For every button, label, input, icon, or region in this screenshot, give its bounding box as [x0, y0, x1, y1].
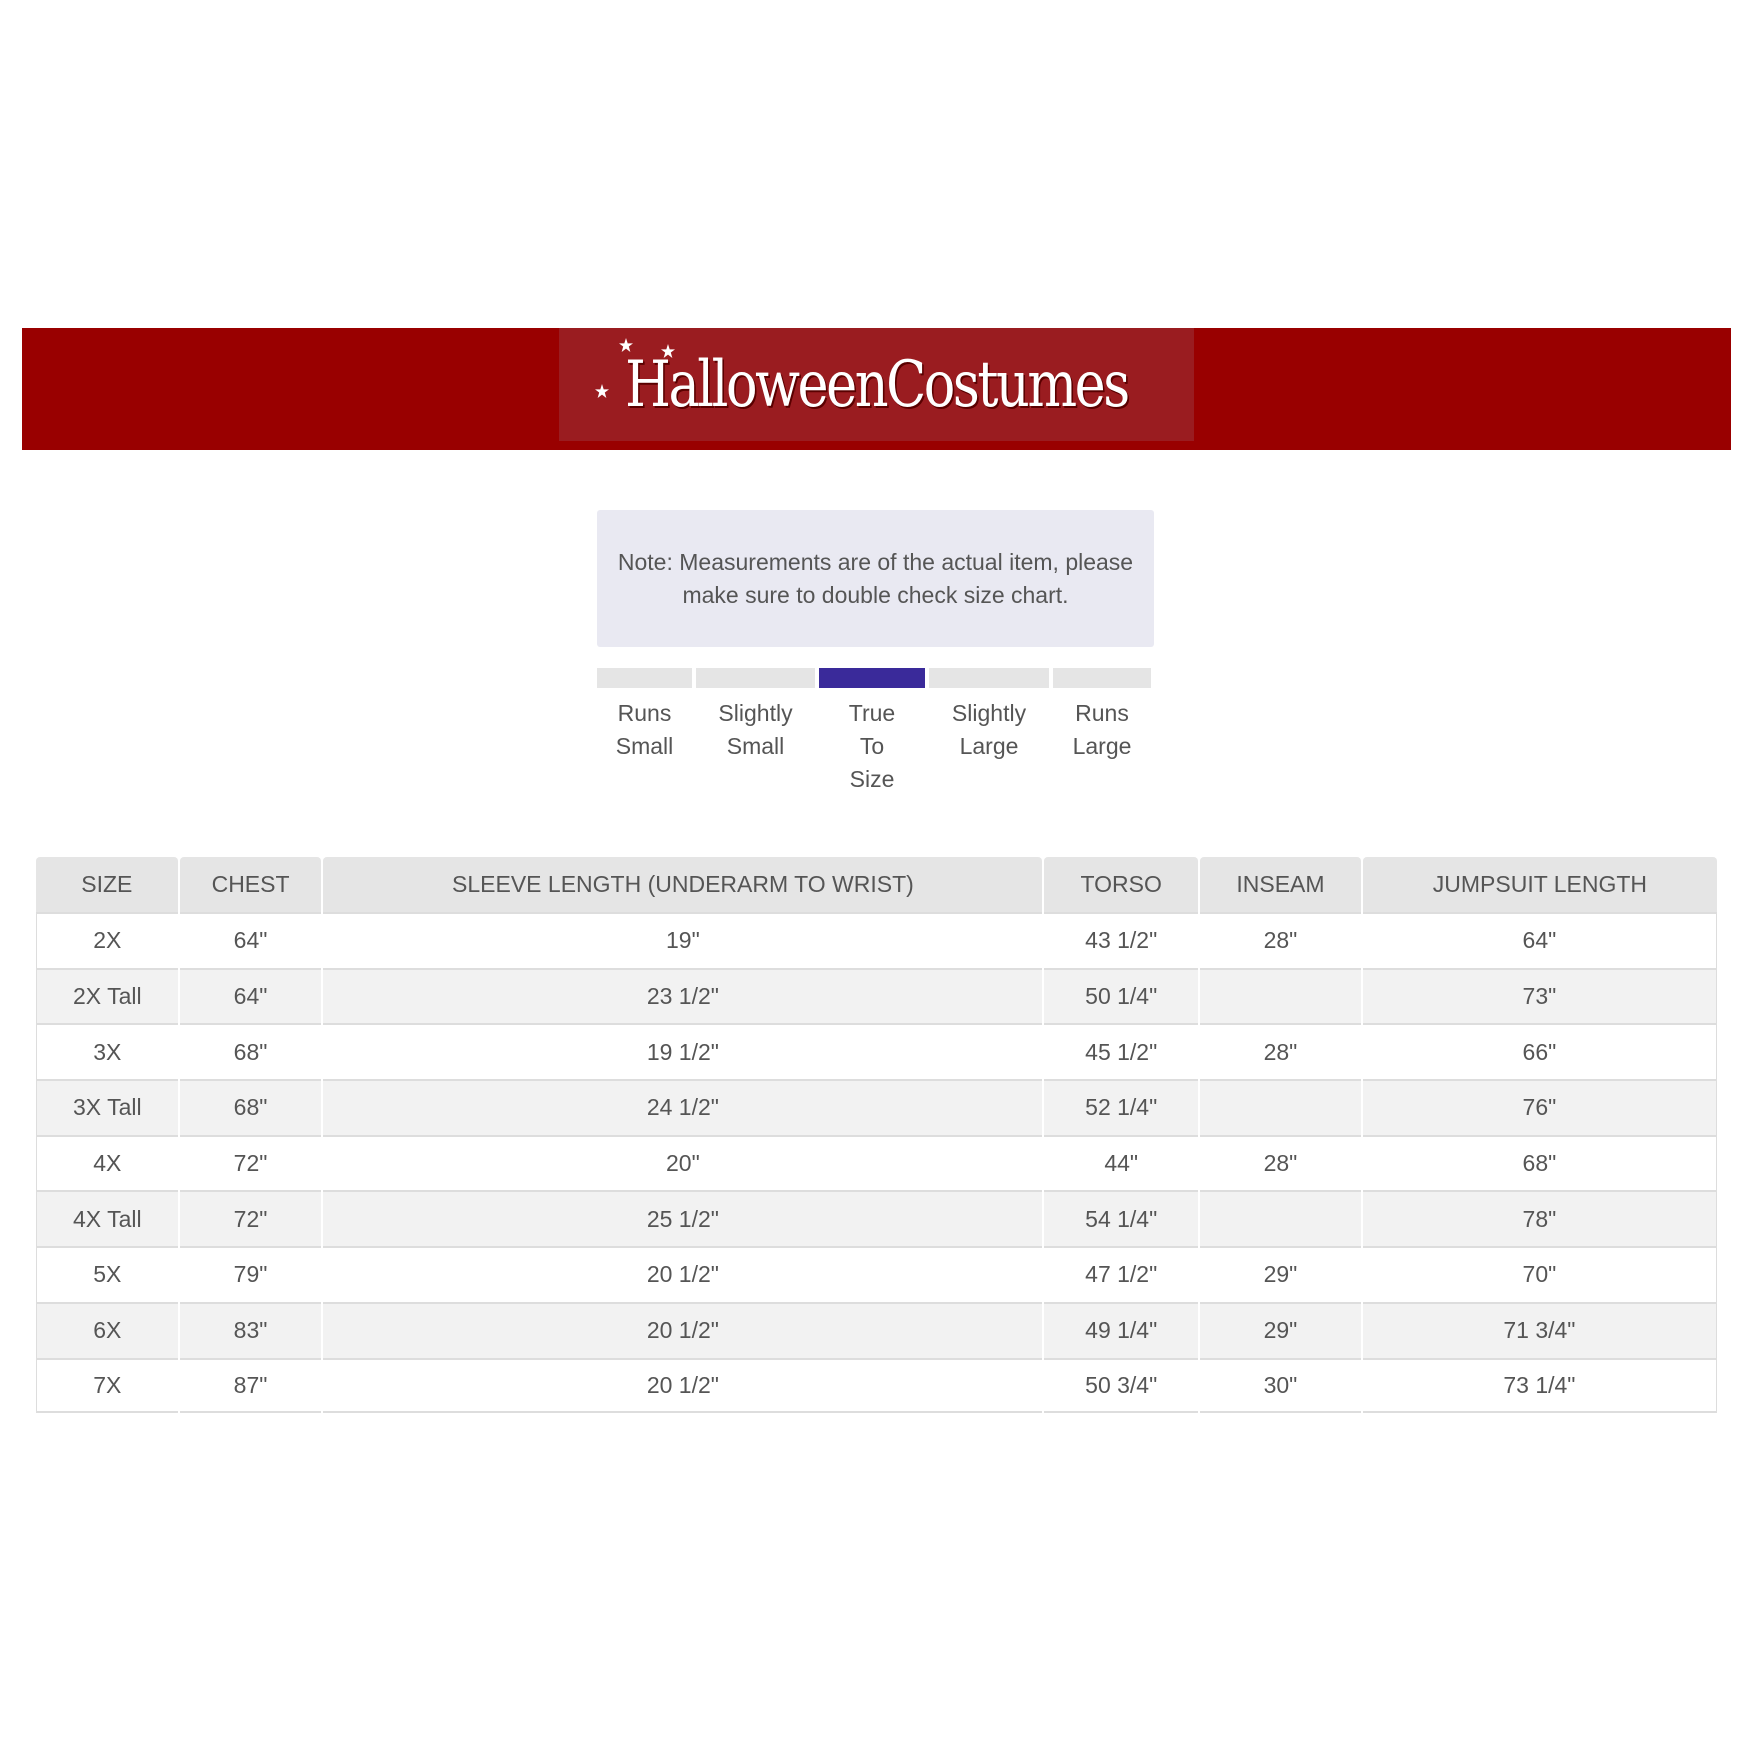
fit-label-word: Large — [1072, 733, 1132, 759]
fit-label-word: Runs — [1075, 700, 1129, 726]
table-cell: 3X — [36, 1023, 178, 1080]
table-cell: 78" — [1362, 1190, 1717, 1247]
fit-label: Slightly Small — [696, 697, 815, 763]
table-cell: 68" — [1362, 1134, 1717, 1191]
fit-label-word: Large — [959, 733, 1019, 759]
table-cell: 72" — [179, 1190, 322, 1247]
table-cell: 20 1/2" — [323, 1246, 1043, 1302]
table-cell: 19" — [323, 912, 1043, 968]
table-cell: 68" — [179, 1079, 322, 1135]
table-row: 2X Tall 64" 23 1/2" 50 1/4" 73" — [36, 967, 1717, 1024]
table-cell: 7X — [36, 1357, 178, 1414]
fit-label: Slightly Large — [929, 697, 1049, 763]
table-cell: 71 3/4" — [1362, 1301, 1717, 1358]
table-cell: 4X — [36, 1134, 178, 1191]
star-icon — [619, 338, 633, 352]
table-cell: 29" — [1200, 1246, 1361, 1302]
table-cell: 52 1/4" — [1044, 1079, 1199, 1135]
table-cell: 19 1/2" — [323, 1023, 1043, 1079]
fit-label: Runs Small — [597, 697, 692, 763]
table-cell: 64" — [179, 912, 322, 968]
table-cell: 29" — [1200, 1301, 1361, 1358]
fit-label-word: Small — [726, 733, 785, 759]
star-icon — [595, 384, 609, 398]
fit-label-word: True — [848, 700, 896, 726]
table-cell: 66" — [1362, 1023, 1717, 1080]
table-cell: 87" — [179, 1357, 322, 1414]
table-cell: 47 1/2" — [1044, 1246, 1199, 1302]
fit-label-word: Runs — [617, 700, 672, 726]
table-cell: 54 1/4" — [1044, 1190, 1199, 1247]
table-row: 3X Tall 68" 24 1/2" 52 1/4" 76" — [36, 1079, 1717, 1135]
table-cell: 28" — [1200, 1023, 1361, 1079]
table-cell: 28" — [1200, 1134, 1361, 1191]
table-cell: 70" — [1362, 1246, 1717, 1302]
size-chart-table: SIZE CHEST SLEEVE LENGTH (UNDERARM TO WRIS… — [34, 857, 1719, 1414]
table-cell: 72" — [179, 1134, 322, 1191]
table-cell: 25 1/2" — [323, 1190, 1043, 1247]
brand-logo[interactable]: HalloweenCostumes — [559, 328, 1194, 441]
table-cell: 49 1/4" — [1044, 1301, 1199, 1358]
column-header: JUMPSUIT LENGTH — [1362, 857, 1717, 912]
measurement-note: Note: Measurements are of the actual ite… — [597, 510, 1154, 647]
fit-segment — [696, 668, 815, 688]
table-cell: 2X — [36, 912, 178, 968]
fit-segment — [597, 668, 692, 688]
table-cell: 20 1/2" — [323, 1301, 1043, 1358]
column-header: TORSO — [1044, 857, 1199, 912]
fit-label-word: To — [859, 733, 885, 759]
table-row: 5X 79" 20 1/2" 47 1/2" 29" 70" — [36, 1246, 1717, 1302]
table-cell: 50 3/4" — [1044, 1357, 1199, 1414]
table-cell: 20 1/2" — [323, 1357, 1043, 1414]
table-cell — [1200, 967, 1361, 1024]
table-cell: 50 1/4" — [1044, 967, 1199, 1024]
table-cell — [1200, 1190, 1361, 1247]
table-cell: 23 1/2" — [323, 967, 1043, 1024]
table-row: 4X 72" 20" 44" 28" 68" — [36, 1134, 1717, 1191]
table-cell: 30" — [1200, 1357, 1361, 1414]
table-cell: 43 1/2" — [1044, 912, 1199, 968]
fit-label-word: Slightly — [718, 700, 793, 726]
table-cell: 5X — [36, 1246, 178, 1302]
fit-label-word: Size — [849, 766, 895, 792]
table-cell: 4X Tall — [36, 1190, 178, 1247]
star-icon — [661, 344, 675, 358]
table-cell — [1200, 1079, 1361, 1135]
table-cell: 3X Tall — [36, 1079, 178, 1135]
fit-label-word: Small — [615, 733, 674, 759]
fit-label: True To Size — [819, 697, 925, 796]
header-banner: HalloweenCostumes — [22, 328, 1731, 450]
table-cell: 64" — [1362, 912, 1717, 968]
table-cell: 44" — [1044, 1134, 1199, 1191]
table-cell: 83" — [179, 1301, 322, 1358]
table-cell: 73" — [1362, 967, 1717, 1024]
table-cell: 28" — [1200, 912, 1361, 968]
fit-segment — [1053, 668, 1151, 688]
table-cell: 24 1/2" — [323, 1079, 1043, 1135]
table-cell: 76" — [1362, 1079, 1717, 1135]
table-row: 4X Tall 72" 25 1/2" 54 1/4" 78" — [36, 1190, 1717, 1247]
column-header: SLEEVE LENGTH (UNDERARM TO WRIST) — [323, 857, 1043, 912]
table-cell: 6X — [36, 1301, 178, 1358]
table-cell: 45 1/2" — [1044, 1023, 1199, 1079]
fit-segment — [819, 668, 925, 688]
column-header: INSEAM — [1200, 857, 1361, 912]
fit-segment — [929, 668, 1049, 688]
table-row: 7X 87" 20 1/2" 50 3/4" 30" 73 1/4" — [36, 1357, 1717, 1414]
fit-label: Runs Large — [1053, 697, 1151, 763]
table-row: 2X 64" 19" 43 1/2" 28" 64" — [36, 912, 1717, 968]
table-cell: 2X Tall — [36, 967, 178, 1024]
table-row: 3X 68" 19 1/2" 45 1/2" 28" 66" — [36, 1023, 1717, 1080]
table-row: 6X 83" 20 1/2" 49 1/4" 29" 71 3/4" — [36, 1301, 1717, 1358]
logo-text: HalloweenCostumes — [625, 347, 1130, 422]
fit-label-word: Slightly — [951, 700, 1027, 726]
column-header: CHEST — [179, 857, 322, 912]
table-cell: 79" — [179, 1246, 322, 1302]
table-cell: 73 1/4" — [1362, 1357, 1717, 1414]
table-cell: 20" — [323, 1134, 1043, 1191]
table-cell: 68" — [179, 1023, 322, 1079]
column-header: SIZE — [36, 857, 178, 912]
table-cell: 64" — [179, 967, 322, 1024]
